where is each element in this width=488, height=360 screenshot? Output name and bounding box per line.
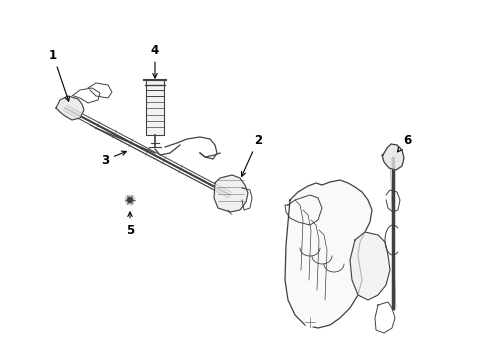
Circle shape bbox=[127, 198, 132, 202]
Polygon shape bbox=[349, 232, 389, 300]
Text: 5: 5 bbox=[125, 212, 134, 237]
Text: 6: 6 bbox=[397, 134, 410, 152]
Text: 1: 1 bbox=[49, 49, 69, 101]
Circle shape bbox=[305, 317, 314, 327]
Polygon shape bbox=[285, 180, 371, 328]
Polygon shape bbox=[381, 144, 403, 170]
Circle shape bbox=[228, 215, 235, 221]
Circle shape bbox=[125, 195, 135, 205]
Text: 3: 3 bbox=[101, 151, 126, 166]
Text: 4: 4 bbox=[151, 44, 159, 78]
Polygon shape bbox=[56, 96, 84, 120]
Polygon shape bbox=[214, 175, 247, 212]
Circle shape bbox=[122, 192, 138, 208]
Bar bbox=[146, 80, 163, 135]
Text: 2: 2 bbox=[241, 134, 262, 176]
